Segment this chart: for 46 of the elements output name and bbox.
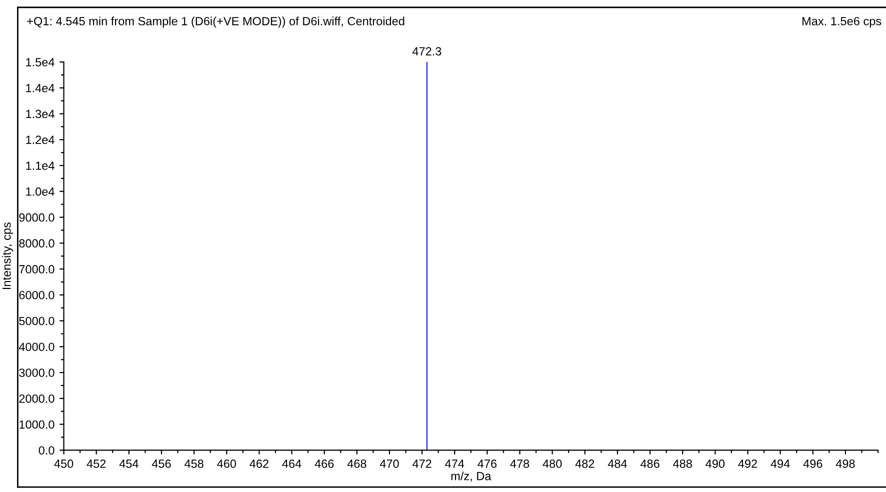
y-tick-label: 6000.0 — [19, 290, 54, 300]
y-tick-label: 9000.0 — [19, 213, 54, 222]
x-tick-label: 464 — [282, 460, 302, 468]
x-tick-label: 476 — [478, 460, 497, 468]
y-tick-label: 1.3e4 — [26, 110, 54, 118]
x-tick-label: 492 — [738, 460, 758, 468]
y-tick-label: 1.1e4 — [26, 162, 54, 170]
y-tick-label: 0.0 — [38, 446, 54, 455]
x-tick-label: 480 — [542, 460, 562, 468]
x-tick-label: 466 — [314, 460, 334, 468]
y-tick-label: 4000.0 — [18, 342, 54, 352]
x-tick-label: 498 — [836, 460, 855, 468]
x-tick-label: 486 — [640, 460, 660, 468]
text: Max. 1.5e6 cps — [802, 16, 882, 28]
y-tick-label: 1000.0 — [20, 420, 54, 429]
x-tick-label: 488 — [673, 460, 692, 468]
x-tick-label: 454 — [119, 460, 138, 468]
y-axis-title: Intensity, cps — [2, 222, 14, 290]
y-tick-label: 1.0e4 — [26, 187, 54, 196]
x-tick-label: 496 — [803, 460, 822, 468]
x-tick-label: 468 — [347, 460, 366, 468]
x-tick-label: 458 — [184, 460, 204, 468]
x-tick-label: 494 — [770, 460, 790, 468]
x-tick-label: 482 — [575, 460, 594, 468]
y-tick-label: 3000.0 — [19, 368, 54, 377]
x-tick-label: 452 — [86, 460, 106, 468]
y-tick-label: 2000.0 — [19, 394, 54, 403]
x-tick-label: 470 — [380, 460, 399, 468]
x-tick-label: 450 — [54, 460, 74, 468]
x-axis-title: m/z, Da — [451, 472, 492, 482]
x-tick-label: 478 — [510, 460, 530, 468]
x-tick-label: 472 — [412, 460, 432, 468]
x-tick-label: 462 — [250, 460, 268, 468]
x-tick-label: 456 — [152, 460, 171, 468]
annotation: 472.3 — [412, 47, 442, 56]
x-tick-label: 490 — [706, 460, 725, 468]
y-tick-label: 8000.0 — [19, 239, 54, 248]
x-tick-label: 474 — [445, 460, 464, 468]
y-tick-label: 7000.0 — [19, 265, 54, 274]
y-tick-label: 5000.0 — [19, 316, 54, 326]
x-tick-label: 484 — [608, 460, 627, 468]
x-tick-label: 460 — [217, 460, 236, 468]
y-tick-label: 1.2e4 — [26, 136, 54, 144]
chart-title: +Q1: 4.545 min from Sample 1 (D6i(+VE MODE)) of D6i.wiff, Centroided — [27, 16, 404, 28]
y-tick-label: 1.4e4 — [26, 84, 54, 92]
y-tick-label: 1.5e4 — [26, 58, 54, 66]
